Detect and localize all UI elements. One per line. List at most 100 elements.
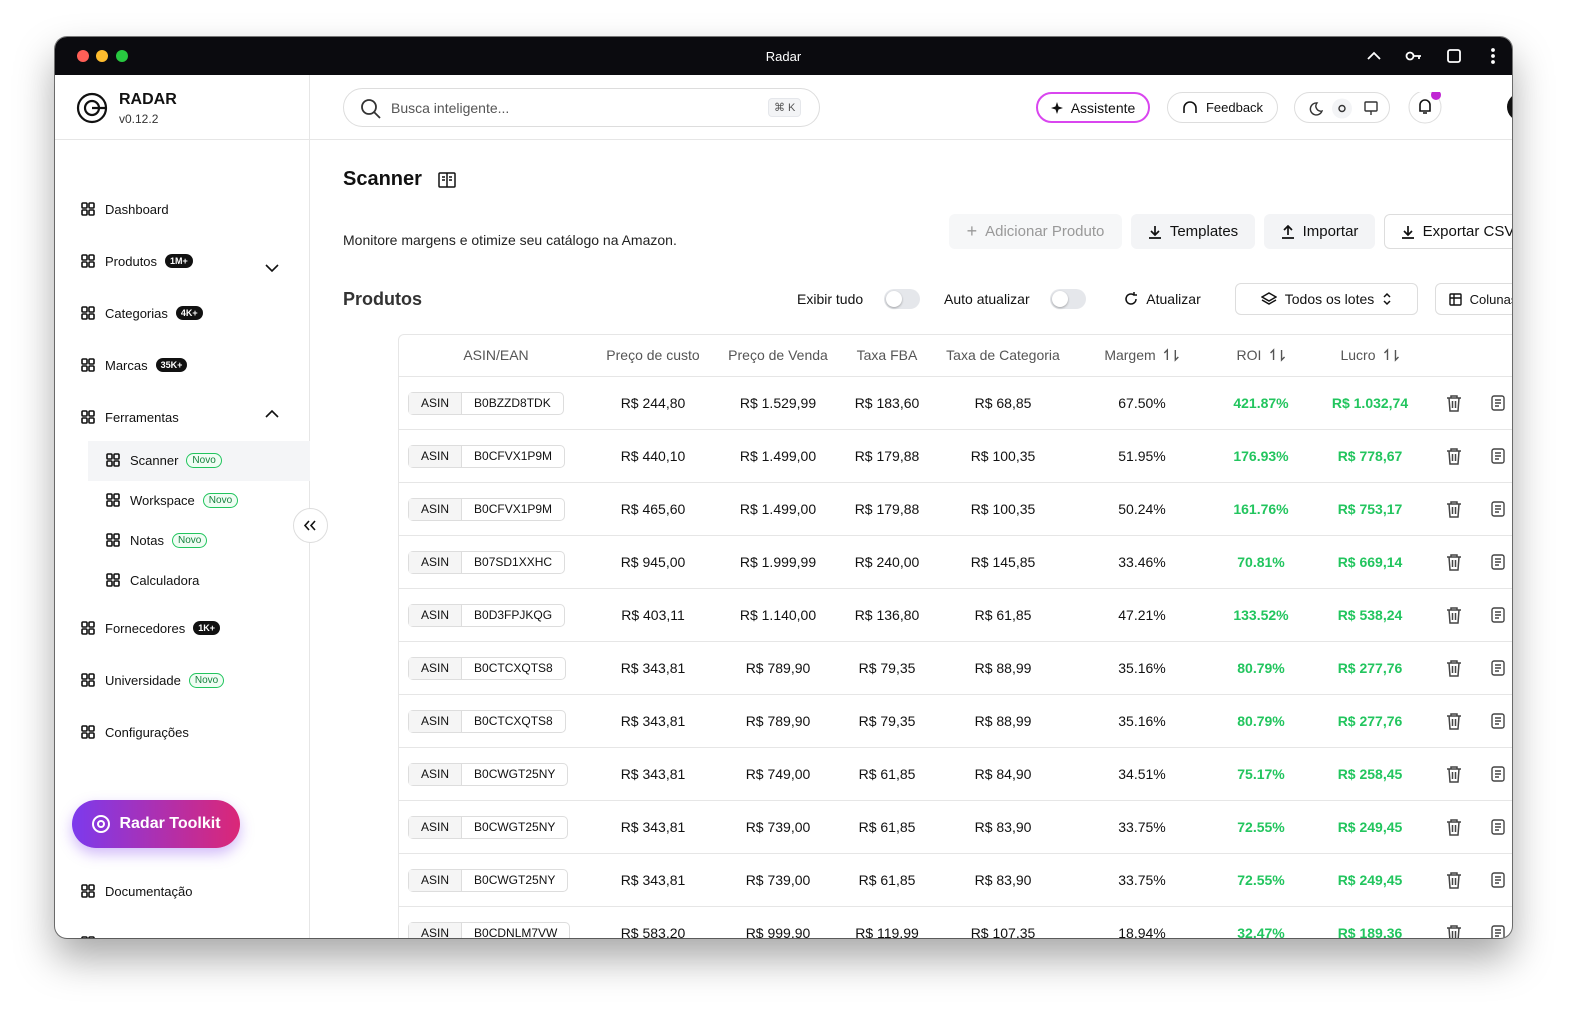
column-label: Preço de custo	[606, 347, 700, 363]
nav-badge: 35K+	[155, 358, 188, 372]
delete-button[interactable]	[1446, 606, 1462, 629]
auto-update-toggle[interactable]	[1050, 289, 1086, 309]
templates-button[interactable]: Templates	[1131, 214, 1255, 249]
nav-item[interactable]: Scanner Novo	[105, 450, 222, 470]
id-type: ASIN	[409, 764, 463, 785]
import-button[interactable]: Importar	[1264, 214, 1375, 249]
zoom-dot[interactable]	[116, 50, 128, 62]
notes-button[interactable]	[1491, 554, 1505, 575]
add-product-button[interactable]: + Adicionar Produto	[949, 214, 1122, 249]
close-dot[interactable]	[77, 50, 89, 62]
note-icon	[1491, 925, 1505, 938]
delete-button[interactable]	[1446, 659, 1462, 682]
nav-item[interactable]: Configurações	[80, 722, 189, 742]
table-cell: R$ 145,85	[970, 554, 1036, 570]
table-cell: R$ 669,14	[1337, 554, 1403, 570]
nav-item[interactable]: Fornecedores 1K+	[80, 618, 220, 638]
table-cell: R$ 538,24	[1337, 607, 1403, 623]
assistant-button[interactable]: Assistente	[1036, 92, 1150, 123]
notes-button[interactable]	[1491, 607, 1505, 628]
nav-item[interactable]: Universidade Novo	[80, 670, 225, 690]
delete-button[interactable]	[1446, 871, 1462, 894]
column-label: ROI	[1236, 347, 1262, 363]
delete-icon	[1447, 660, 1461, 677]
table-cell: R$ 739,00	[745, 819, 811, 835]
nav-item[interactable]: Atualizações	[80, 933, 179, 938]
nav-label: Scanner	[130, 452, 179, 468]
collapse-button[interactable]	[293, 508, 328, 543]
table-cell: R$ 83,90	[974, 819, 1032, 835]
toolkit-button[interactable]: Radar Toolkit	[72, 800, 240, 848]
show-all-toggle[interactable]	[884, 289, 920, 309]
notes-button[interactable]	[1491, 660, 1505, 681]
nav-item[interactable]: Workspace Novo	[105, 490, 239, 510]
note-icon	[1491, 713, 1505, 729]
refresh-button[interactable]: Atualizar	[1120, 283, 1205, 315]
table-cell: R$ 1.999,99	[739, 554, 817, 570]
search-icon	[361, 99, 381, 119]
feedback-button[interactable]: Feedback	[1167, 92, 1278, 123]
nav-item[interactable]: Marcas 35K+	[80, 355, 188, 375]
nav-item[interactable]: Dashboard	[80, 199, 169, 219]
delete-button[interactable]	[1446, 924, 1462, 938]
table-cell: R$ 61,85	[858, 872, 916, 888]
nav-item[interactable]: Calculadora	[105, 570, 199, 590]
notifications[interactable]	[1408, 92, 1442, 126]
minimize-dot[interactable]	[96, 50, 108, 62]
plus-icon: +	[966, 221, 978, 241]
toolkit-label: Radar Toolkit	[119, 815, 221, 832]
notes-button[interactable]	[1491, 501, 1505, 522]
delete-button[interactable]	[1446, 765, 1462, 788]
nav-icon	[80, 620, 105, 636]
column-header[interactable]: ROI	[1237, 335, 1286, 376]
notes-button[interactable]	[1491, 872, 1505, 893]
asin-code: B0CWGT25NY	[474, 767, 556, 781]
column-header[interactable]: Margem	[1104, 335, 1180, 376]
chevron[interactable]	[265, 260, 279, 278]
avatar[interactable]	[1506, 92, 1512, 122]
notes-button[interactable]	[1491, 925, 1505, 938]
nav-item[interactable]: Notas Novo	[105, 530, 208, 550]
auto-update-label: Auto atualizar	[944, 291, 1030, 307]
table-cell: R$ 945,00	[620, 554, 686, 570]
nav-item[interactable]: Ferramentas	[80, 407, 179, 427]
nav-icon	[80, 253, 105, 269]
delete-button[interactable]	[1446, 712, 1462, 735]
table-cell: R$ 277,76	[1337, 713, 1403, 729]
notes-button[interactable]	[1491, 448, 1505, 469]
delete-icon	[1447, 607, 1461, 624]
products-table: ASIN/EAN Preço de custo Preço de Venda Taxa…	[398, 334, 1512, 938]
notes-button[interactable]	[1491, 766, 1505, 787]
delete-button[interactable]	[1446, 447, 1462, 470]
nav-item[interactable]: Categorias 4K+	[80, 303, 203, 323]
notes-button[interactable]	[1491, 713, 1505, 734]
note-icon	[1491, 819, 1505, 835]
table-cell: R$ 999,90	[745, 925, 811, 938]
table-cell: 35.16%	[1118, 660, 1166, 676]
column-header[interactable]: Lucro	[1340, 335, 1400, 376]
table-cell: R$ 277,76	[1337, 660, 1403, 676]
delete-button[interactable]	[1446, 500, 1462, 523]
batch-select[interactable]: Todos os lotes	[1235, 283, 1418, 315]
delete-button[interactable]	[1446, 394, 1462, 417]
table-cell: 70.81%	[1237, 554, 1285, 570]
brand-name: RADAR	[119, 91, 177, 108]
notes-button[interactable]	[1491, 395, 1505, 416]
delete-button[interactable]	[1446, 818, 1462, 841]
nav-icon	[105, 532, 130, 548]
table-cell: R$ 343,81	[620, 766, 686, 782]
table-cell: R$ 79,35	[858, 660, 916, 676]
search-box[interactable]: Busca inteligente... ⌘ K	[343, 88, 820, 127]
delete-button[interactable]	[1446, 553, 1462, 576]
table-cell: R$ 107,35	[970, 925, 1036, 938]
notes-button[interactable]	[1491, 819, 1505, 840]
theme-switch[interactable]	[1294, 92, 1390, 123]
export-button[interactable]: Exportar CSV	[1384, 214, 1512, 249]
nav-item[interactable]: Produtos 1M+	[80, 251, 193, 271]
chevron[interactable]	[265, 406, 279, 424]
docs-icon[interactable]	[438, 172, 456, 188]
title-bar: Radar	[55, 37, 1512, 75]
nav-item[interactable]: Documentação	[80, 881, 192, 901]
columns-button[interactable]: Colunas	[1435, 283, 1512, 315]
